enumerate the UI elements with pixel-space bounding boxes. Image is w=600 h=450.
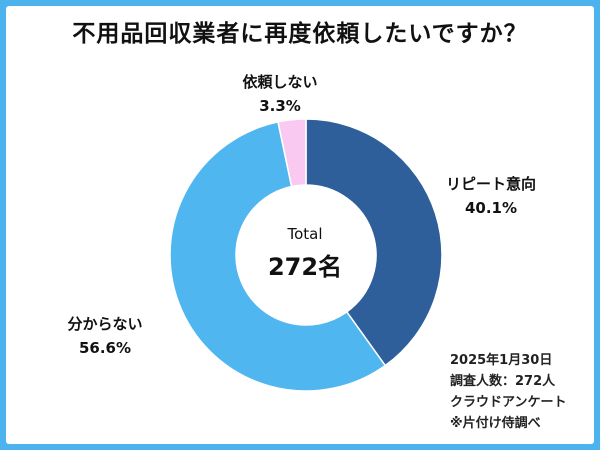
total-value: 272名 bbox=[267, 253, 343, 281]
survey-count: 調査人数：272人 bbox=[450, 374, 556, 389]
donut-slice bbox=[305, 118, 443, 367]
slice-label: リピート意向 bbox=[445, 175, 536, 193]
slice-label: 分からない bbox=[67, 315, 143, 333]
survey-source: ※片付け侍調べ bbox=[450, 416, 541, 431]
slice-value-label: 3.3% bbox=[259, 97, 301, 115]
donut-slice bbox=[169, 121, 387, 392]
total-label: Total bbox=[287, 225, 323, 243]
slice-value-label: 56.6% bbox=[78, 339, 132, 357]
label-unknown: 分からない 56.6% bbox=[50, 312, 160, 360]
label-repeat: リピート意向 40.1% bbox=[436, 172, 546, 220]
donut-center: Total 272名 bbox=[255, 225, 355, 282]
label-no-request: 依頼しない 3.3% bbox=[225, 70, 335, 118]
survey-date: 2025年1月30日 bbox=[450, 353, 553, 368]
slice-value-label: 40.1% bbox=[464, 199, 518, 217]
chart-title: 不用品回収業者に再度依頼したいですか？ bbox=[72, 21, 528, 47]
survey-notes: 2025年1月30日 調査人数：272人 クラウドアンケート ※片付け侍調べ bbox=[450, 350, 566, 434]
slice-label: 依頼しない bbox=[242, 73, 318, 91]
donut-slice bbox=[277, 118, 307, 188]
survey-method: クラウドアンケート bbox=[450, 395, 567, 410]
